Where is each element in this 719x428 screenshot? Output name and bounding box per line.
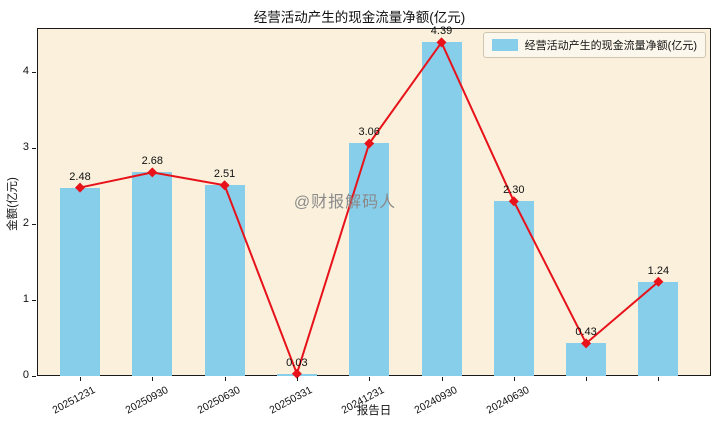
marker-diamond-icon bbox=[508, 196, 519, 207]
marker-diamond-icon bbox=[581, 338, 592, 349]
marker-diamond-icon bbox=[653, 276, 664, 287]
marker-diamond-icon bbox=[291, 368, 302, 379]
bar bbox=[566, 343, 607, 376]
y-tick-label: 0 bbox=[22, 369, 29, 381]
legend-label: 经营活动产生的现金流量净额(亿元) bbox=[524, 40, 697, 52]
y-tick-mark bbox=[32, 300, 36, 302]
data-label: 2.48 bbox=[69, 170, 91, 183]
marker-diamond-icon bbox=[219, 180, 230, 191]
data-label: 0.03 bbox=[286, 356, 308, 369]
y-tick-label: 2 bbox=[22, 217, 29, 230]
x-tick-mark bbox=[441, 377, 443, 381]
x-tick-mark bbox=[586, 377, 588, 381]
watermark: @财报解码人 bbox=[293, 194, 397, 211]
y-tick-mark bbox=[32, 148, 36, 150]
bar bbox=[132, 172, 173, 376]
data-label: 3.06 bbox=[358, 126, 380, 139]
bar bbox=[60, 187, 100, 376]
legend-swatch bbox=[491, 39, 518, 51]
bar bbox=[493, 201, 534, 376]
chart-title: 经营活动产生的现金流量净额(亿元) bbox=[253, 10, 466, 25]
y-tick-mark bbox=[32, 376, 36, 377]
marker-diamond-icon bbox=[147, 167, 158, 178]
y-tick-label: 3 bbox=[22, 141, 29, 154]
data-label: 2.51 bbox=[213, 168, 236, 181]
y-tick-mark bbox=[32, 72, 36, 74]
data-label: 1.24 bbox=[647, 264, 670, 277]
x-axis-label: 报告日 bbox=[356, 405, 392, 417]
x-tick-mark bbox=[513, 377, 515, 381]
legend: 经营活动产生的现金流量净额(亿元) bbox=[482, 32, 706, 58]
y-axis-label: 金额(亿元) bbox=[7, 177, 19, 231]
data-label: 2.30 bbox=[503, 184, 525, 197]
x-tick-mark bbox=[369, 377, 371, 381]
x-tick-mark bbox=[80, 377, 81, 381]
x-tick-mark bbox=[152, 377, 154, 381]
y-tick-label: 1 bbox=[22, 293, 29, 306]
bar bbox=[638, 281, 679, 376]
bar bbox=[421, 42, 462, 376]
marker-diamond-icon bbox=[364, 138, 375, 149]
marker-diamond-icon bbox=[436, 37, 447, 48]
y-tick-label: 4 bbox=[22, 65, 29, 78]
data-label: 0.43 bbox=[575, 326, 597, 339]
marker-diamond-icon bbox=[75, 182, 85, 193]
bar bbox=[349, 143, 390, 376]
bar bbox=[204, 185, 245, 376]
data-label: 4.39 bbox=[430, 25, 453, 38]
x-tick-mark bbox=[296, 377, 298, 381]
x-tick-mark bbox=[658, 377, 660, 381]
x-tick-mark bbox=[224, 377, 226, 381]
y-tick-mark bbox=[32, 224, 36, 226]
data-label: 2.68 bbox=[141, 155, 163, 168]
